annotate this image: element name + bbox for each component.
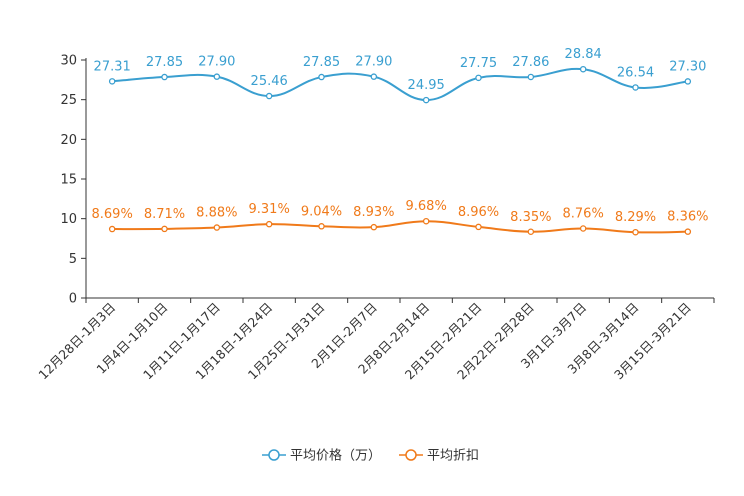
data-point — [213, 73, 221, 80]
data-point — [475, 74, 482, 82]
legend-item-avg-price[interactable]: 平均价格（万） — [262, 448, 381, 464]
y-tick-label: 30 — [60, 54, 77, 69]
data-point — [108, 78, 116, 85]
data-point — [108, 225, 116, 233]
data-point — [370, 73, 378, 80]
y-tick-label: 15 — [60, 173, 77, 188]
data-label: 8.71% — [144, 207, 185, 222]
data-label: 27.31 — [94, 59, 131, 74]
y-tick-label: 25 — [60, 93, 77, 108]
data-point — [475, 223, 482, 231]
series-layer: 27.31 27.85 27.90 25.46 27.85 27.90 24.95 27.75… — [92, 47, 708, 236]
data-label: 8.36% — [667, 210, 708, 225]
data-label: 8.76% — [563, 207, 604, 222]
data-label: 9.68% — [406, 199, 447, 214]
data-label: 25.46 — [251, 74, 288, 89]
y-tick-label: 0 — [69, 292, 77, 307]
legend-item-avg-discount[interactable]: 平均折扣 — [399, 449, 479, 464]
y-tick-label: 5 — [69, 252, 77, 267]
data-point — [684, 78, 692, 85]
data-point — [265, 220, 273, 228]
series-avg-discount: 8.69% 8.71% 8.88% 9.31% 9.04% 8.93% 9.68% 8.96%… — [92, 199, 708, 236]
data-label: 8.69% — [92, 207, 133, 222]
data-label: 8.35% — [510, 210, 551, 225]
data-point — [370, 223, 378, 231]
data-label: 27.30 — [669, 59, 706, 74]
data-point — [213, 224, 221, 231]
series-line — [112, 220, 688, 234]
legend-label: 平均价格（万） — [290, 448, 381, 464]
data-label: 28.84 — [565, 47, 602, 62]
data-point — [527, 228, 535, 236]
data-point — [422, 217, 430, 225]
data-point — [632, 228, 639, 236]
legend-marker-icon — [405, 449, 417, 461]
data-label: 27.90 — [198, 55, 235, 70]
legend-marker-icon — [268, 449, 280, 461]
series-avg-price: 27.31 27.85 27.90 25.46 27.85 27.90 24.95 27.75… — [94, 47, 706, 104]
data-label: 24.95 — [408, 78, 445, 93]
data-label: 8.88% — [196, 206, 237, 221]
data-point — [318, 73, 325, 81]
x-axis: 12月28日-1月3日1月4日-1月10日1月11日-1月17日1月18日-1月… — [35, 297, 715, 382]
data-label: 9.31% — [249, 202, 290, 217]
series-line — [112, 67, 688, 102]
y-tick-label: 20 — [60, 133, 77, 148]
data-point — [632, 84, 639, 91]
data-point — [684, 228, 692, 235]
y-axis: 0 5 10 15 20 25 30 — [60, 54, 87, 307]
legend-label: 平均折扣 — [427, 449, 479, 464]
data-point — [318, 223, 325, 230]
data-point — [527, 73, 535, 81]
data-label: 8.93% — [353, 205, 394, 220]
data-label: 27.85 — [303, 55, 340, 70]
data-label: 8.29% — [615, 210, 656, 225]
data-label: 8.96% — [458, 205, 499, 220]
data-label: 26.54 — [617, 65, 654, 80]
data-label: 9.04% — [301, 204, 342, 219]
data-label: 27.90 — [355, 55, 392, 70]
data-point — [579, 225, 587, 232]
y-tick-label: 10 — [60, 212, 77, 227]
data-point — [422, 96, 430, 104]
legend[interactable]: 平均价格（万） 平均折扣 — [262, 448, 479, 464]
data-label: 27.85 — [146, 55, 183, 70]
data-label: 27.75 — [460, 56, 497, 71]
data-label: 27.86 — [512, 55, 549, 70]
data-point — [265, 92, 273, 100]
data-point — [161, 225, 168, 233]
data-point — [161, 73, 168, 81]
data-point — [579, 65, 587, 73]
